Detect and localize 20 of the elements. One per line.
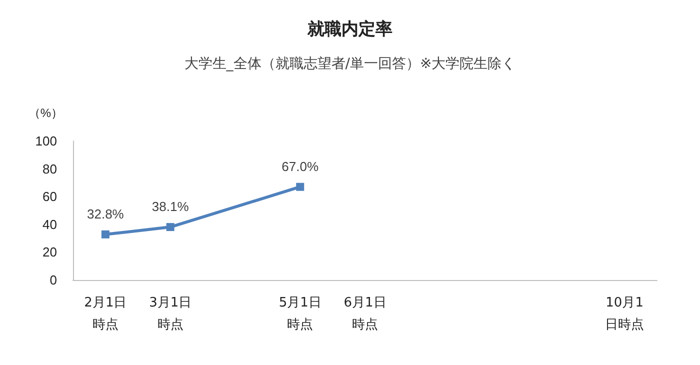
y-tick-label: 80 — [42, 161, 57, 176]
y-tick-label: 40 — [42, 216, 57, 232]
chart-title: 就職内定率 — [306, 20, 392, 40]
x-tick-label: 2月1日時点 — [84, 296, 127, 332]
y-axis-title: （%） — [28, 106, 63, 120]
y-tick-label: 60 — [42, 189, 57, 204]
point — [166, 223, 174, 232]
data-label: 32.8% — [87, 206, 124, 222]
x-tick-label: 5月1日時点 — [278, 296, 322, 332]
data-label: 38.1% — [152, 199, 190, 214]
chart-subtitle: 大学生_全体（就職志望者/単一回答）※大学院生除く — [184, 56, 516, 72]
x-tick-label: 10月1日時点 — [605, 296, 644, 332]
y-tick-label: 20 — [42, 244, 57, 260]
y-tick-label: 0 — [50, 272, 57, 288]
point — [296, 182, 304, 191]
data-label: 67.0% — [282, 158, 319, 174]
y-tick-label: 100 — [35, 134, 57, 148]
point — [101, 230, 110, 238]
x-tick-label: 3月1日時点 — [149, 296, 192, 332]
x-tick-label: 6月1日時点 — [344, 296, 386, 332]
